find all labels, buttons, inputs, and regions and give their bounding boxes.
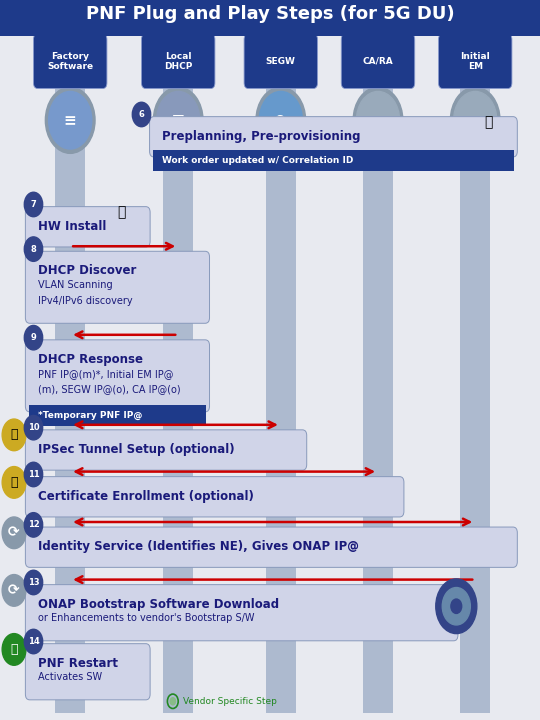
FancyBboxPatch shape (150, 117, 517, 157)
Text: ⊟: ⊟ (172, 113, 185, 127)
Text: ☁: ☁ (468, 113, 483, 127)
Circle shape (24, 629, 43, 654)
Circle shape (24, 325, 43, 350)
Circle shape (450, 87, 500, 153)
Text: ⟳: ⟳ (8, 583, 20, 598)
FancyBboxPatch shape (25, 207, 150, 247)
Text: 11: 11 (28, 470, 39, 479)
Text: 10: 10 (28, 423, 39, 432)
Circle shape (24, 570, 43, 595)
Text: DHCP Discover: DHCP Discover (38, 264, 136, 277)
Circle shape (353, 87, 403, 153)
Text: 7: 7 (31, 200, 36, 209)
Circle shape (2, 517, 26, 549)
Text: PNF Restart: PNF Restart (38, 657, 118, 670)
Circle shape (442, 588, 470, 625)
Text: ⏻: ⏻ (10, 643, 18, 656)
Text: (m), SEGW IP@(o), CA IP@(o): (m), SEGW IP@(o), CA IP@(o) (38, 384, 180, 395)
Text: IPv4/IPv6 discovery: IPv4/IPv6 discovery (38, 296, 132, 306)
Text: or Enhancements to vendor's Bootstrap S/W: or Enhancements to vendor's Bootstrap S/… (38, 613, 254, 624)
Text: Certificate Enrollment (optional): Certificate Enrollment (optional) (38, 490, 254, 503)
FancyBboxPatch shape (25, 477, 404, 517)
Text: 8: 8 (31, 245, 36, 253)
Circle shape (24, 462, 43, 487)
FancyBboxPatch shape (0, 0, 540, 36)
Circle shape (2, 419, 26, 451)
Circle shape (436, 579, 477, 634)
FancyBboxPatch shape (29, 405, 206, 426)
FancyBboxPatch shape (25, 527, 517, 567)
Circle shape (24, 192, 43, 217)
Circle shape (45, 87, 95, 153)
Circle shape (256, 87, 306, 153)
FancyBboxPatch shape (56, 36, 85, 713)
Text: 🧑: 🧑 (484, 115, 493, 130)
Text: Activates SW: Activates SW (38, 672, 102, 683)
Circle shape (153, 87, 203, 153)
Text: IPSec Tunnel Setup (optional): IPSec Tunnel Setup (optional) (38, 443, 234, 456)
Text: ⟳: ⟳ (274, 113, 287, 127)
Text: HW Install: HW Install (38, 220, 106, 233)
Text: ONAP Bootstrap Software Download: ONAP Bootstrap Software Download (38, 598, 279, 611)
Text: ≡: ≡ (64, 113, 77, 127)
Text: CA/RA: CA/RA (363, 57, 393, 66)
Text: 🔶: 🔶 (117, 205, 126, 220)
FancyBboxPatch shape (341, 34, 415, 89)
Text: 6: 6 (139, 110, 144, 119)
Circle shape (356, 91, 400, 149)
Text: ☁: ☁ (370, 113, 386, 127)
FancyBboxPatch shape (25, 251, 210, 323)
Text: *Temporary PNF IP@: *Temporary PNF IP@ (38, 410, 142, 420)
Circle shape (24, 513, 43, 537)
Text: Preplanning, Pre-provisioning: Preplanning, Pre-provisioning (162, 130, 361, 143)
Circle shape (2, 575, 26, 606)
Circle shape (454, 91, 497, 149)
FancyBboxPatch shape (266, 36, 296, 713)
Text: 🔒: 🔒 (10, 428, 18, 441)
Circle shape (451, 599, 462, 613)
FancyBboxPatch shape (163, 36, 193, 713)
Text: Initial
EM: Initial EM (460, 52, 490, 71)
Text: Factory
Software: Factory Software (47, 52, 93, 71)
FancyBboxPatch shape (25, 340, 210, 412)
Text: 🔒: 🔒 (10, 476, 18, 489)
Text: DHCP Response: DHCP Response (38, 353, 143, 366)
Text: PNF IP@(m)*, Initial EM IP@: PNF IP@(m)*, Initial EM IP@ (38, 369, 173, 379)
Circle shape (24, 415, 43, 440)
Circle shape (157, 91, 200, 149)
Text: PNF Plug and Play Steps (for 5G DU): PNF Plug and Play Steps (for 5G DU) (86, 6, 454, 24)
FancyBboxPatch shape (25, 644, 150, 700)
Text: 13: 13 (28, 578, 39, 587)
FancyBboxPatch shape (153, 150, 514, 171)
Circle shape (259, 91, 302, 149)
Circle shape (132, 102, 151, 127)
FancyBboxPatch shape (363, 36, 393, 713)
Circle shape (49, 91, 92, 149)
Circle shape (24, 237, 43, 261)
FancyBboxPatch shape (25, 430, 307, 470)
Circle shape (2, 467, 26, 498)
Text: 14: 14 (28, 637, 39, 646)
FancyBboxPatch shape (141, 34, 215, 89)
Circle shape (2, 634, 26, 665)
FancyBboxPatch shape (33, 34, 107, 89)
FancyBboxPatch shape (244, 34, 318, 89)
FancyBboxPatch shape (25, 585, 458, 641)
Circle shape (170, 698, 176, 705)
Text: Identity Service (Identifies NE), Gives ONAP IP@: Identity Service (Identifies NE), Gives … (38, 540, 359, 553)
FancyBboxPatch shape (460, 36, 490, 713)
Text: ⟳: ⟳ (8, 526, 20, 540)
FancyBboxPatch shape (438, 34, 512, 89)
Text: Local
DHCP: Local DHCP (164, 52, 192, 71)
Text: VLAN Scanning: VLAN Scanning (38, 280, 112, 290)
Text: Vendor Specific Step: Vendor Specific Step (183, 697, 276, 706)
Text: SEGW: SEGW (266, 57, 296, 66)
Text: Work order updated w/ Correlation ID: Work order updated w/ Correlation ID (162, 156, 353, 165)
Text: 9: 9 (31, 333, 36, 342)
Text: 12: 12 (28, 521, 39, 529)
